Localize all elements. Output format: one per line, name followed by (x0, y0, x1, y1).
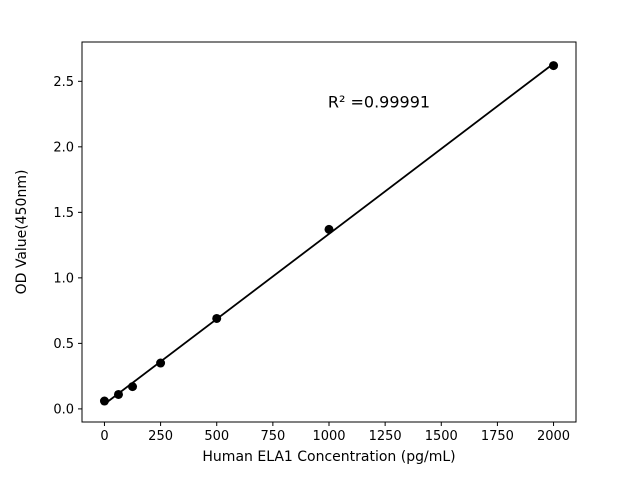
x-tick-label: 1750 (481, 429, 514, 444)
y-tick-label: 1.5 (53, 206, 74, 221)
y-tick-label: 0.5 (53, 337, 74, 352)
x-tick-label: 0 (100, 429, 108, 444)
y-tick-label: 1.0 (53, 271, 74, 286)
data-point (113, 389, 123, 399)
r-squared-annotation: R² =0.99991 (328, 93, 430, 112)
x-tick-label: 1500 (425, 429, 458, 444)
x-tick-label: 1000 (312, 429, 345, 444)
y-tick-label: 2.0 (53, 140, 74, 155)
data-point (156, 358, 166, 368)
y-axis-label: OD Value(450nm) (14, 170, 30, 295)
data-point (128, 382, 138, 392)
x-tick-label: 1250 (369, 429, 402, 444)
x-tick-label: 250 (148, 429, 173, 444)
x-tick-label: 500 (204, 429, 229, 444)
fit-line (103, 62, 555, 405)
data-point (324, 224, 334, 234)
x-axis-label: Human ELA1 Concentration (pg/mL) (202, 449, 455, 465)
data-point (212, 313, 222, 323)
data-point (549, 61, 559, 71)
x-tick-label: 2000 (537, 429, 570, 444)
y-tick-label: 0.0 (53, 402, 74, 417)
y-tick-label: 2.5 (53, 75, 74, 90)
data-point (99, 396, 109, 406)
x-tick-label: 750 (260, 429, 285, 444)
